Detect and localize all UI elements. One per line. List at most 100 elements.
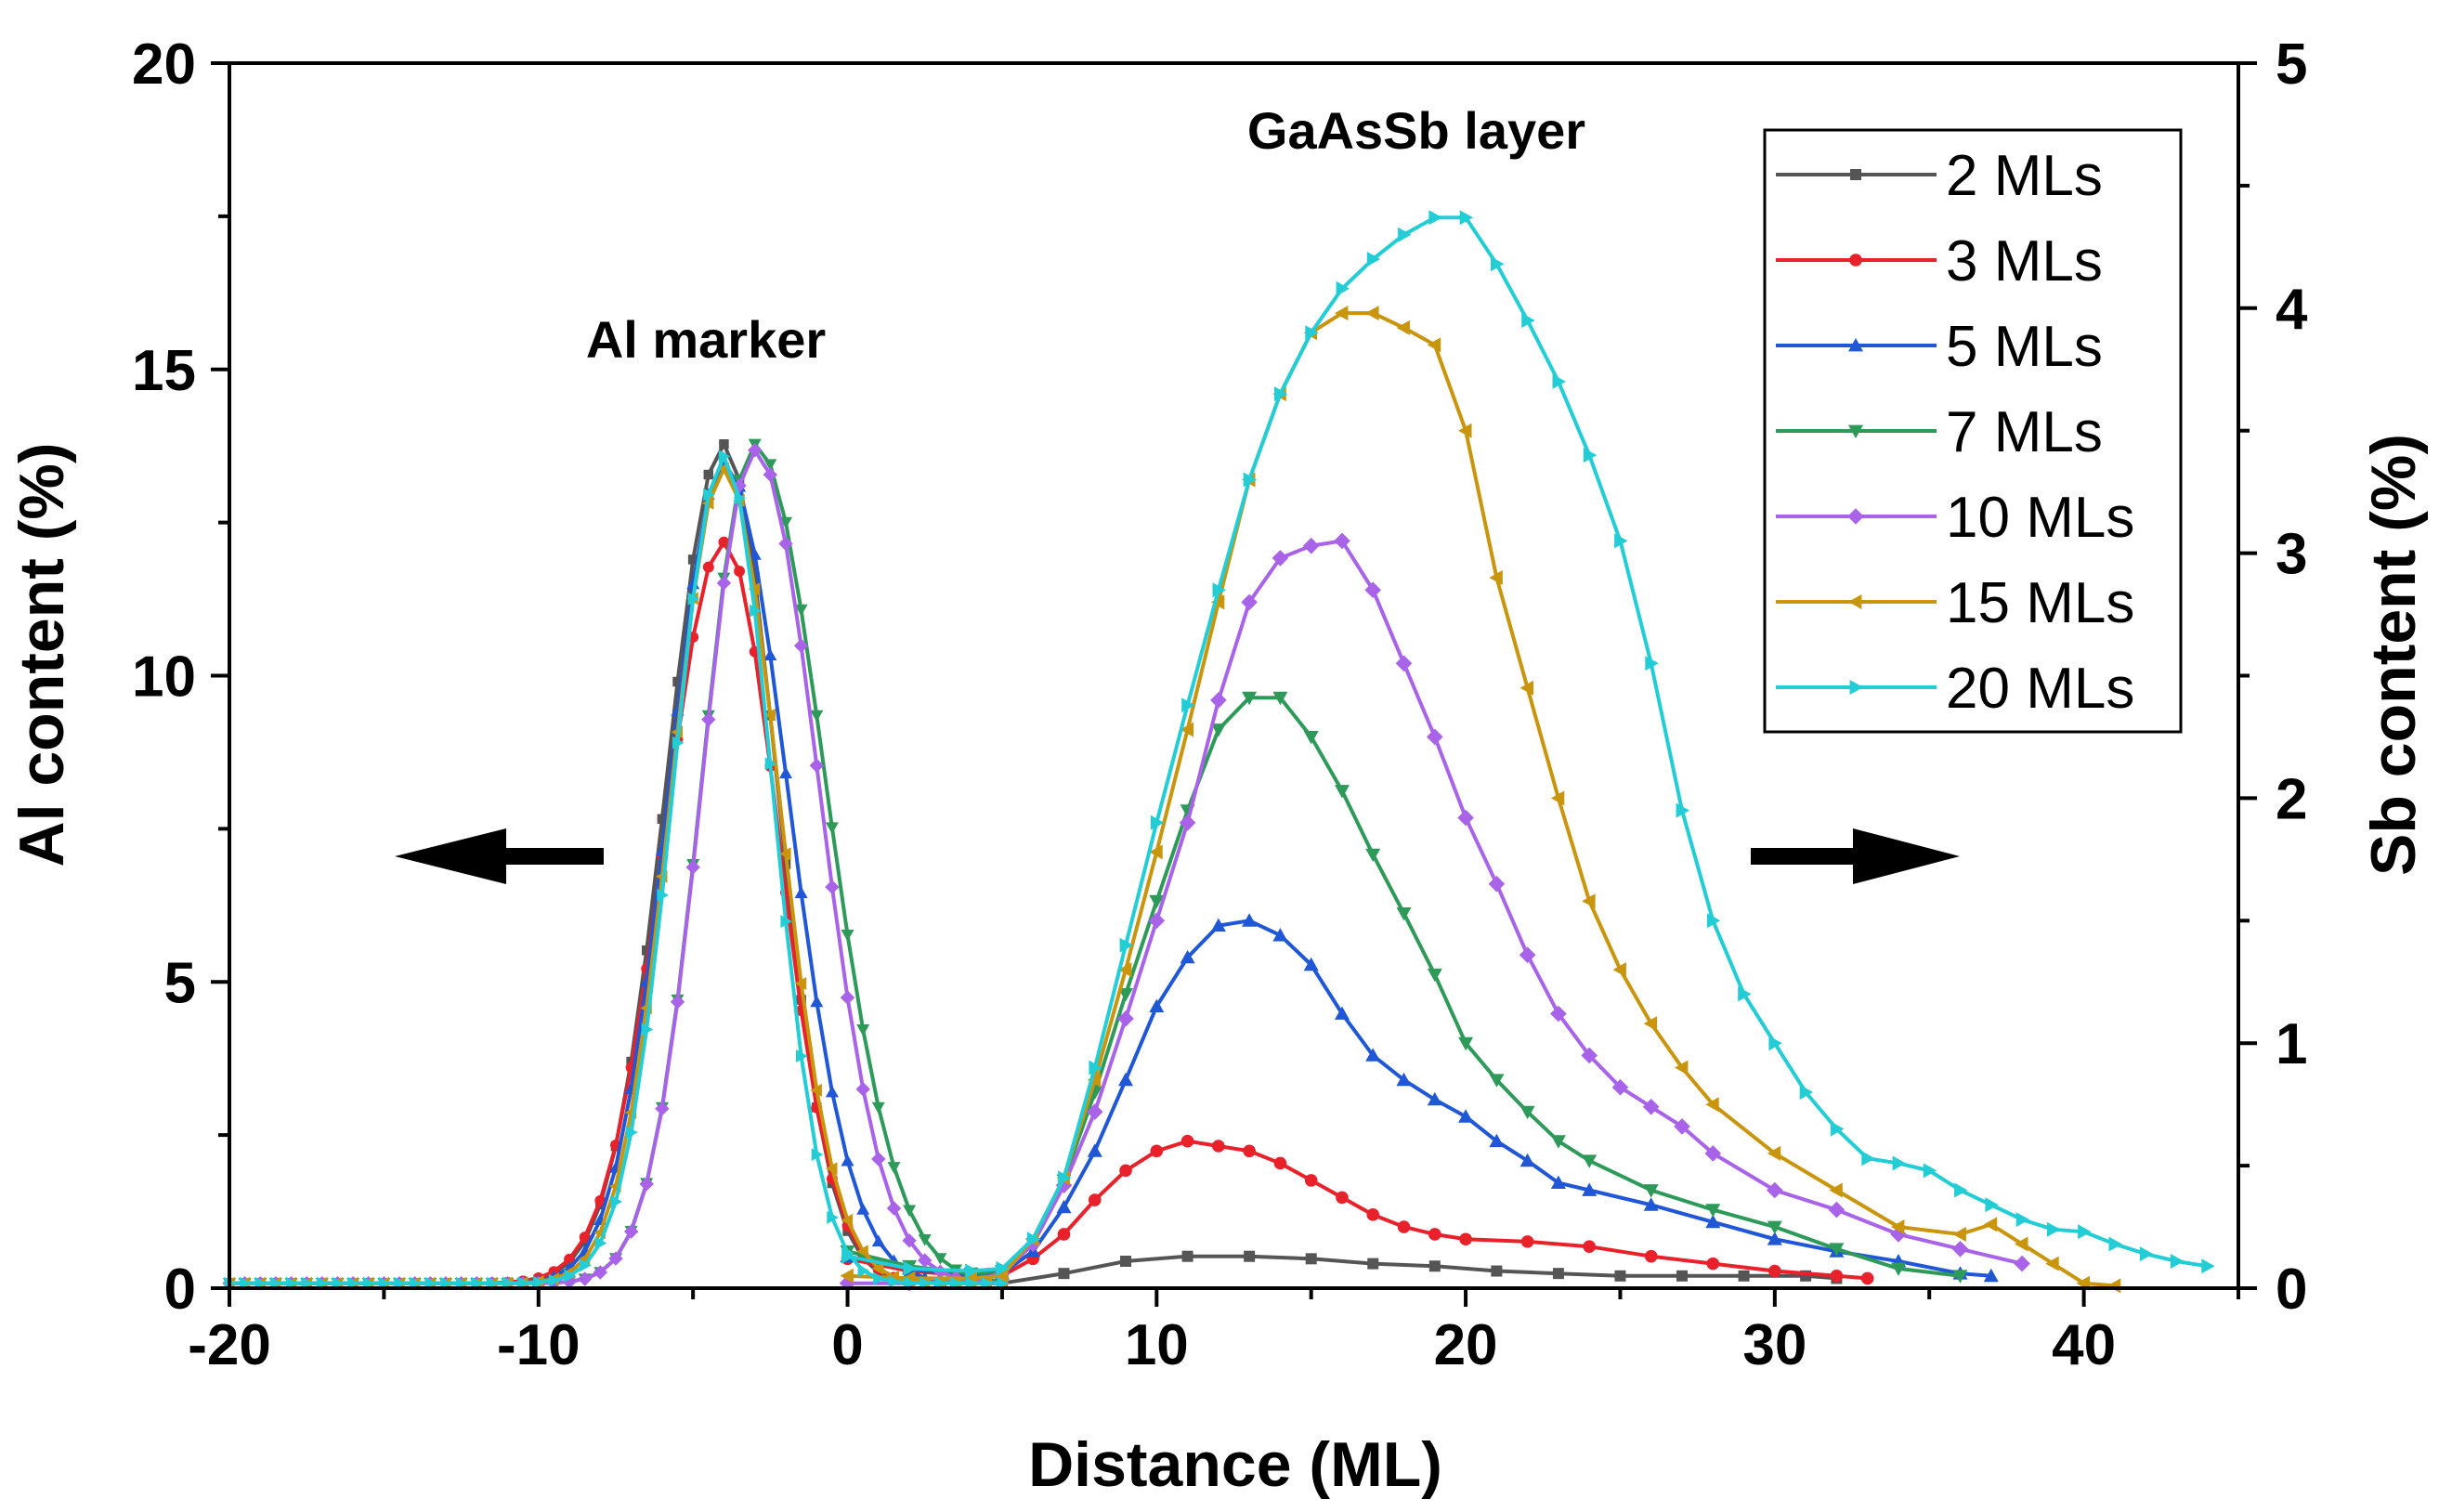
x-tick-label: 10 [1125, 1313, 1189, 1377]
data-point [655, 1101, 670, 1116]
series-3-mls [224, 536, 1874, 1289]
data-point [1364, 581, 1381, 598]
legend-marker [1847, 508, 1864, 525]
data-point [825, 1162, 838, 1176]
legend-marker [1848, 338, 1863, 352]
legend-label: 3 MLs [1946, 229, 2103, 293]
data-point [1582, 893, 1596, 909]
data-point [1705, 1097, 1719, 1113]
data-point [1303, 957, 1319, 971]
data-point [933, 1253, 947, 1265]
data-point [1427, 337, 1441, 353]
data-point [1058, 1268, 1070, 1280]
data-point [1676, 1270, 1689, 1282]
data-point [1489, 1074, 1505, 1088]
legend-label: 15 MLs [1946, 571, 2134, 635]
data-point [1274, 386, 1288, 402]
data-point [886, 1201, 902, 1216]
al-line-2-mls [229, 439, 1002, 1285]
legend-label: 7 MLs [1946, 400, 2103, 464]
series-layer [222, 210, 2215, 1294]
data-point [1272, 691, 1288, 706]
data-point [1427, 968, 1442, 983]
data-point [1519, 1153, 1535, 1167]
data-point [1983, 1217, 1998, 1232]
data-point [1303, 731, 1319, 745]
sb-line-7-mls [847, 696, 1961, 1278]
data-point [687, 592, 700, 606]
y-right-tick-label: 1 [2276, 1012, 2307, 1076]
data-point [1243, 472, 1258, 488]
data-point [794, 977, 807, 990]
data-point [2015, 1212, 2030, 1228]
y-left-tick-label: 0 [164, 1258, 196, 1322]
x-tick-label: 20 [1434, 1313, 1498, 1377]
data-point [1056, 1199, 1072, 1214]
legend: 2 MLs 3 MLs 5 MLs 7 MLs 10 MLs 15 MLs 20 MLs [1763, 128, 2183, 734]
data-point [703, 488, 715, 502]
data-point [1828, 1201, 1846, 1219]
data-point [641, 945, 652, 956]
data-point [2046, 1221, 2061, 1237]
data-point [809, 758, 824, 773]
legend-label: 20 MLs [1946, 657, 2134, 721]
data-point [841, 1248, 855, 1264]
data-point [1242, 913, 1258, 927]
data-point [1118, 1072, 1133, 1087]
data-point [1643, 1016, 1658, 1032]
data-point [1427, 1091, 1442, 1106]
data-point [888, 1275, 901, 1288]
data-point [748, 548, 762, 560]
series-20-mls [224, 210, 2215, 1290]
data-point [1365, 306, 1379, 321]
data-point [1583, 1240, 1596, 1253]
data-point [2201, 1258, 2215, 1274]
data-point [2014, 1255, 2030, 1272]
data-point [1612, 962, 1626, 978]
data-point [841, 1213, 854, 1227]
legend-label: 5 MLs [1946, 315, 2103, 379]
data-point [1705, 1204, 1721, 1218]
data-point [1428, 1260, 1441, 1272]
data-point [763, 648, 777, 660]
data-point [873, 1271, 885, 1285]
data-point [1241, 593, 1258, 611]
data-point [1305, 325, 1319, 341]
data-point [1491, 256, 1505, 272]
data-point [1119, 937, 1133, 953]
data-point [996, 1260, 1010, 1276]
data-point [1210, 594, 1225, 610]
data-point [1767, 1220, 1782, 1234]
data-point [1180, 722, 1193, 737]
data-point [1181, 697, 1195, 713]
data-point [1550, 1175, 1566, 1189]
data-point [793, 638, 809, 653]
data-point [1335, 306, 1349, 321]
data-point [871, 1261, 884, 1275]
data-point [918, 1234, 932, 1246]
data-point [1550, 1005, 1567, 1023]
data-point [1117, 1010, 1134, 1027]
data-point [564, 1253, 575, 1265]
data-point [856, 1245, 868, 1258]
data-point [517, 1276, 530, 1290]
data-point [825, 880, 840, 894]
data-point [1952, 1227, 1966, 1242]
data-point [594, 1236, 607, 1250]
data-point [1831, 1121, 1845, 1137]
data-point [1642, 1099, 1660, 1115]
data-point [994, 1268, 1009, 1284]
data-point [1428, 1228, 1441, 1241]
x-tick-label: 40 [2052, 1313, 2116, 1377]
legend-marker [1848, 424, 1863, 438]
data-point [779, 516, 792, 529]
data-point [1398, 227, 1412, 242]
data-point [672, 736, 685, 749]
x-tick-label: -20 [188, 1313, 271, 1377]
data-point [918, 1253, 933, 1268]
data-point [533, 1275, 545, 1289]
data-point [641, 1023, 654, 1036]
x-tick-label: 0 [831, 1313, 863, 1377]
data-point [1149, 894, 1165, 909]
